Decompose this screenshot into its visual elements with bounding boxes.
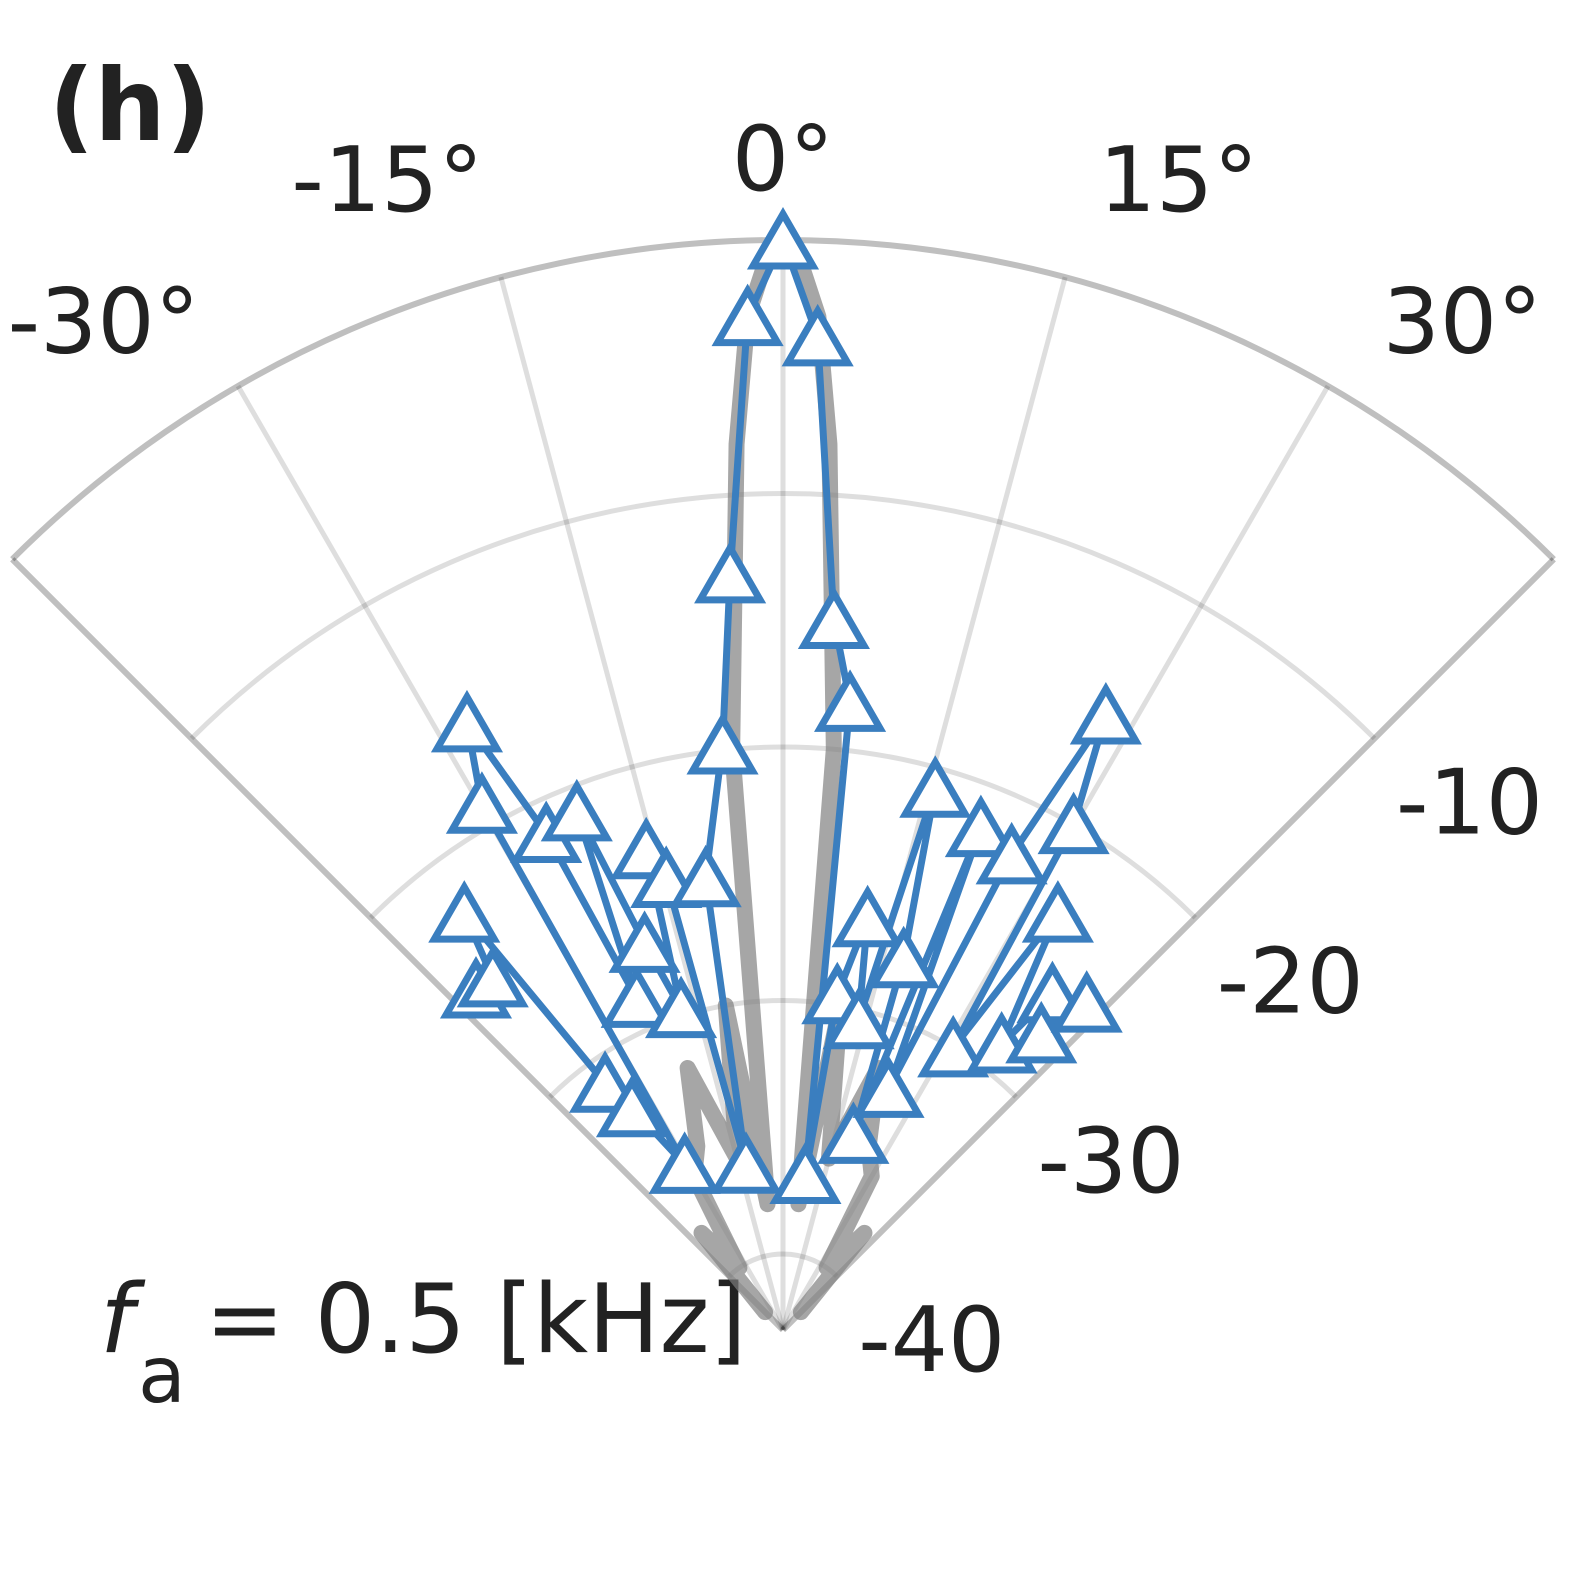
triangle-marker <box>944 794 1017 858</box>
triangle-marker <box>797 586 870 650</box>
theta-tick-label: -15° <box>291 128 483 233</box>
theta-tick-label: 30° <box>1383 270 1543 375</box>
triangle-marker <box>648 1131 721 1194</box>
r-tick-label: -30 <box>1038 1109 1185 1214</box>
annotation-subscript: a <box>138 1331 186 1421</box>
triangle-marker <box>600 965 673 1028</box>
triangle-marker <box>430 689 504 753</box>
theta-tick-label: 0° <box>732 107 834 212</box>
r-tick-label: -10 <box>1396 750 1543 855</box>
triangle-marker <box>899 755 972 818</box>
triangle-marker <box>608 910 681 973</box>
triangle-marker <box>852 1055 925 1118</box>
triangle-marker <box>814 669 887 732</box>
triangle-marker <box>1037 791 1110 855</box>
r-tick-label: -40 <box>858 1288 1005 1393</box>
triangle-marker <box>1021 880 1094 943</box>
triangle-marker <box>817 1101 890 1164</box>
triangle-marker <box>1069 682 1142 745</box>
r-tick-label: -20 <box>1217 930 1364 1035</box>
frame-edge <box>780 557 1556 1333</box>
triangle-marker <box>428 880 501 943</box>
triangle-marker <box>595 1074 669 1138</box>
frame-edge <box>10 557 786 1333</box>
triangle-marker <box>917 1014 990 1078</box>
triangle-marker <box>781 303 854 367</box>
triangle-marker <box>975 821 1048 885</box>
triangle-marker <box>1005 1000 1078 1064</box>
triangle-marker <box>709 1131 783 1194</box>
triangle-marker <box>644 975 718 1039</box>
theta-tick-label: -30° <box>8 270 200 375</box>
triangle-marker <box>1050 970 1123 1033</box>
triangle-marker <box>456 944 529 1008</box>
triangle-marker <box>822 986 895 1050</box>
grid-arc <box>189 491 1377 741</box>
triangle-marker <box>686 712 759 775</box>
triangle-marker <box>540 778 613 842</box>
annotation-text: = 0.5 [kHz] <box>205 1265 747 1375</box>
triangle-marker <box>669 844 742 908</box>
triangle-marker <box>831 884 904 948</box>
grid <box>10 237 1556 1333</box>
panel-label: (h) <box>49 47 212 164</box>
theta-tick-label: 15° <box>1099 128 1259 233</box>
triangle-marker <box>711 283 784 347</box>
triangle-marker <box>867 925 940 989</box>
triangle-marker <box>445 771 518 834</box>
triangle-marker <box>746 206 820 270</box>
triangle-marker <box>694 540 767 604</box>
triangle-marker <box>769 1141 842 1204</box>
